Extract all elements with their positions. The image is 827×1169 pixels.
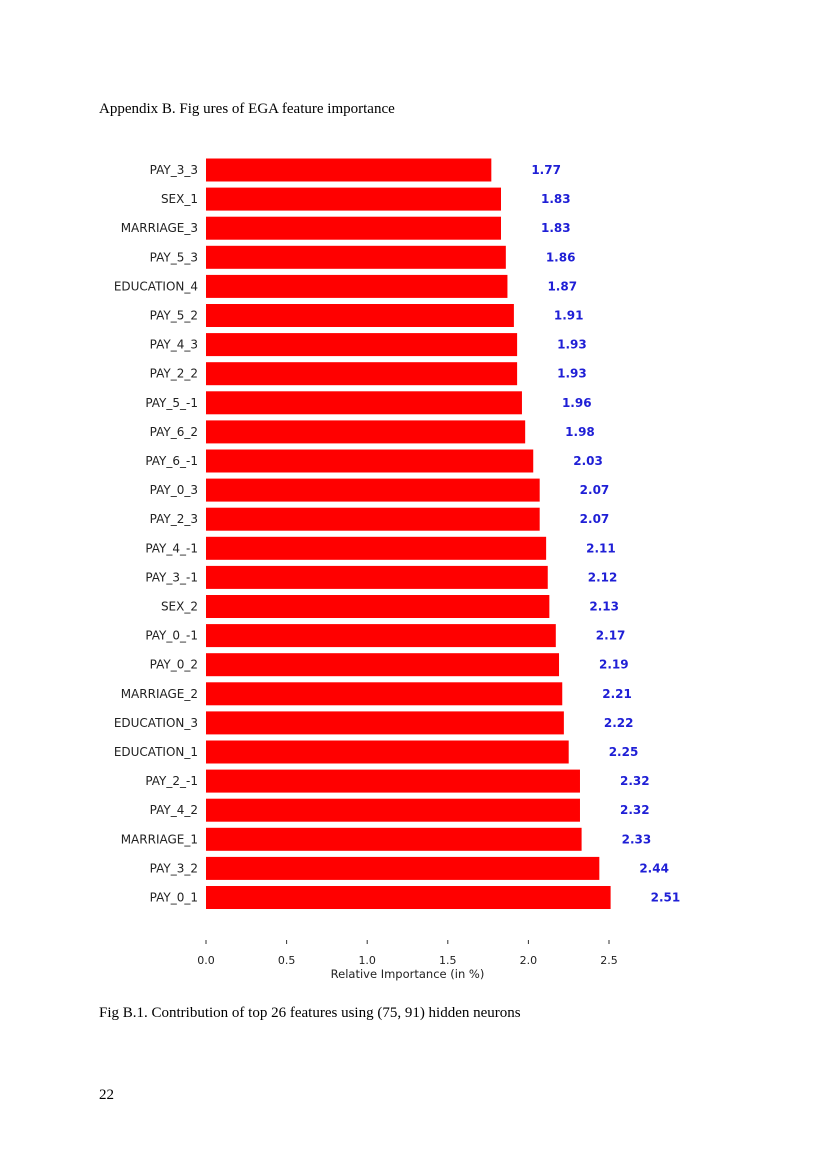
x-tick-label: 1.0 — [358, 954, 376, 967]
value-label: 1.86 — [546, 250, 576, 264]
x-tick-label: 2.5 — [600, 954, 618, 967]
bar — [206, 740, 569, 764]
value-label: 2.17 — [596, 629, 626, 643]
value-label: 2.07 — [580, 483, 610, 497]
value-label: 1.93 — [557, 367, 587, 381]
bar — [206, 769, 580, 793]
category-label: PAY_3_3 — [150, 163, 198, 177]
value-label: 1.93 — [557, 338, 587, 352]
page-heading: Appendix B. Fig ures of EGA feature impo… — [99, 101, 395, 117]
category-label: PAY_2_3 — [150, 512, 198, 526]
category-label: PAY_5_2 — [150, 309, 198, 323]
bar — [206, 711, 564, 735]
category-label: MARRIAGE_2 — [121, 687, 198, 701]
bar — [206, 624, 556, 648]
bar — [206, 187, 501, 211]
bars-layer — [206, 158, 611, 909]
x-tick-label: 2.0 — [520, 954, 538, 967]
value-label: 2.51 — [651, 891, 681, 905]
category-label: MARRIAGE_1 — [121, 832, 198, 846]
value-label: 1.98 — [565, 425, 595, 439]
bar — [206, 362, 518, 386]
category-label: PAY_4_3 — [150, 338, 198, 352]
figure-caption: Fig B.1. Contribution of top 26 features… — [99, 1005, 521, 1021]
value-label: 2.32 — [620, 803, 650, 817]
category-label: SEX_1 — [161, 192, 198, 206]
bar — [206, 653, 560, 677]
value-label: 2.33 — [622, 832, 652, 846]
value-label: 1.87 — [547, 279, 577, 293]
value-label: 1.91 — [554, 309, 584, 323]
category-labels-layer: PAY_3_3 SEX_1 MARRIAGE_3 PAY_5_3 EDUCATION_4… — [114, 163, 198, 905]
category-label: PAY_0_1 — [150, 891, 198, 905]
category-label: PAY_3_-1 — [145, 570, 198, 584]
bar — [206, 827, 582, 851]
bar — [206, 391, 522, 415]
bar — [206, 158, 492, 182]
bar — [206, 304, 514, 327]
bar — [206, 798, 580, 822]
x-tick-label: 0.5 — [278, 954, 296, 967]
bar — [206, 420, 526, 444]
category-label: PAY_3_2 — [150, 861, 198, 875]
value-label: 2.19 — [599, 658, 629, 672]
bar — [206, 478, 540, 502]
bar — [206, 507, 540, 531]
value-label: 2.12 — [588, 570, 618, 584]
bar — [206, 449, 534, 473]
bar — [206, 536, 547, 560]
category-label: PAY_5_-1 — [145, 396, 198, 410]
x-axis-title: Relative Importance (in %) — [331, 967, 485, 981]
bar — [206, 886, 611, 909]
value-label: 2.32 — [620, 774, 650, 788]
value-label: 2.13 — [589, 600, 619, 614]
category-label: PAY_5_3 — [150, 250, 198, 264]
category-label: SEX_2 — [161, 600, 198, 614]
category-label: PAY_4_-1 — [145, 541, 198, 555]
bar — [206, 274, 508, 298]
value-label: 2.03 — [573, 454, 603, 468]
bar — [206, 856, 600, 880]
value-label: 1.83 — [541, 192, 571, 206]
value-label: 2.07 — [580, 512, 610, 526]
value-labels-layer: 1.77 1.83 1.83 1.86 1.87 1.91 1.93 1.93 1.96 1.98… — [531, 163, 680, 905]
bar — [206, 333, 518, 357]
value-label: 2.11 — [586, 541, 616, 555]
x-axis: 0.0 0.5 1.0 1.5 2.0 2.5 Relative Importance (i… — [197, 940, 618, 981]
category-label: MARRIAGE_3 — [121, 221, 198, 235]
category-label: EDUCATION_3 — [114, 716, 198, 730]
value-label: 2.44 — [639, 861, 669, 875]
value-label: 1.77 — [531, 163, 561, 177]
value-label: 2.25 — [609, 745, 639, 759]
category-label: PAY_0_2 — [150, 658, 198, 672]
category-label: PAY_0_-1 — [145, 629, 198, 643]
x-tick-label: 1.5 — [439, 954, 457, 967]
value-label: 1.83 — [541, 221, 571, 235]
feature-importance-chart: PAY_3_3 SEX_1 MARRIAGE_3 PAY_5_3 EDUCATION_4… — [114, 158, 680, 981]
value-label: 1.96 — [562, 396, 592, 410]
category-label: PAY_6_2 — [150, 425, 198, 439]
x-tick-label: 0.0 — [197, 954, 215, 967]
category-label: EDUCATION_4 — [114, 279, 198, 293]
page-number: 22 — [99, 1087, 114, 1103]
category-label: EDUCATION_1 — [114, 745, 198, 759]
category-label: PAY_6_-1 — [145, 454, 198, 468]
value-label: 2.21 — [602, 687, 632, 701]
bar — [206, 595, 550, 618]
bar — [206, 682, 563, 706]
category-label: PAY_2_-1 — [145, 774, 198, 788]
category-label: PAY_2_2 — [150, 367, 198, 381]
bar — [206, 565, 548, 589]
value-label: 2.22 — [604, 716, 634, 730]
bar — [206, 245, 506, 269]
category-label: PAY_0_3 — [150, 483, 198, 497]
category-label: PAY_4_2 — [150, 803, 198, 817]
bar — [206, 216, 501, 240]
